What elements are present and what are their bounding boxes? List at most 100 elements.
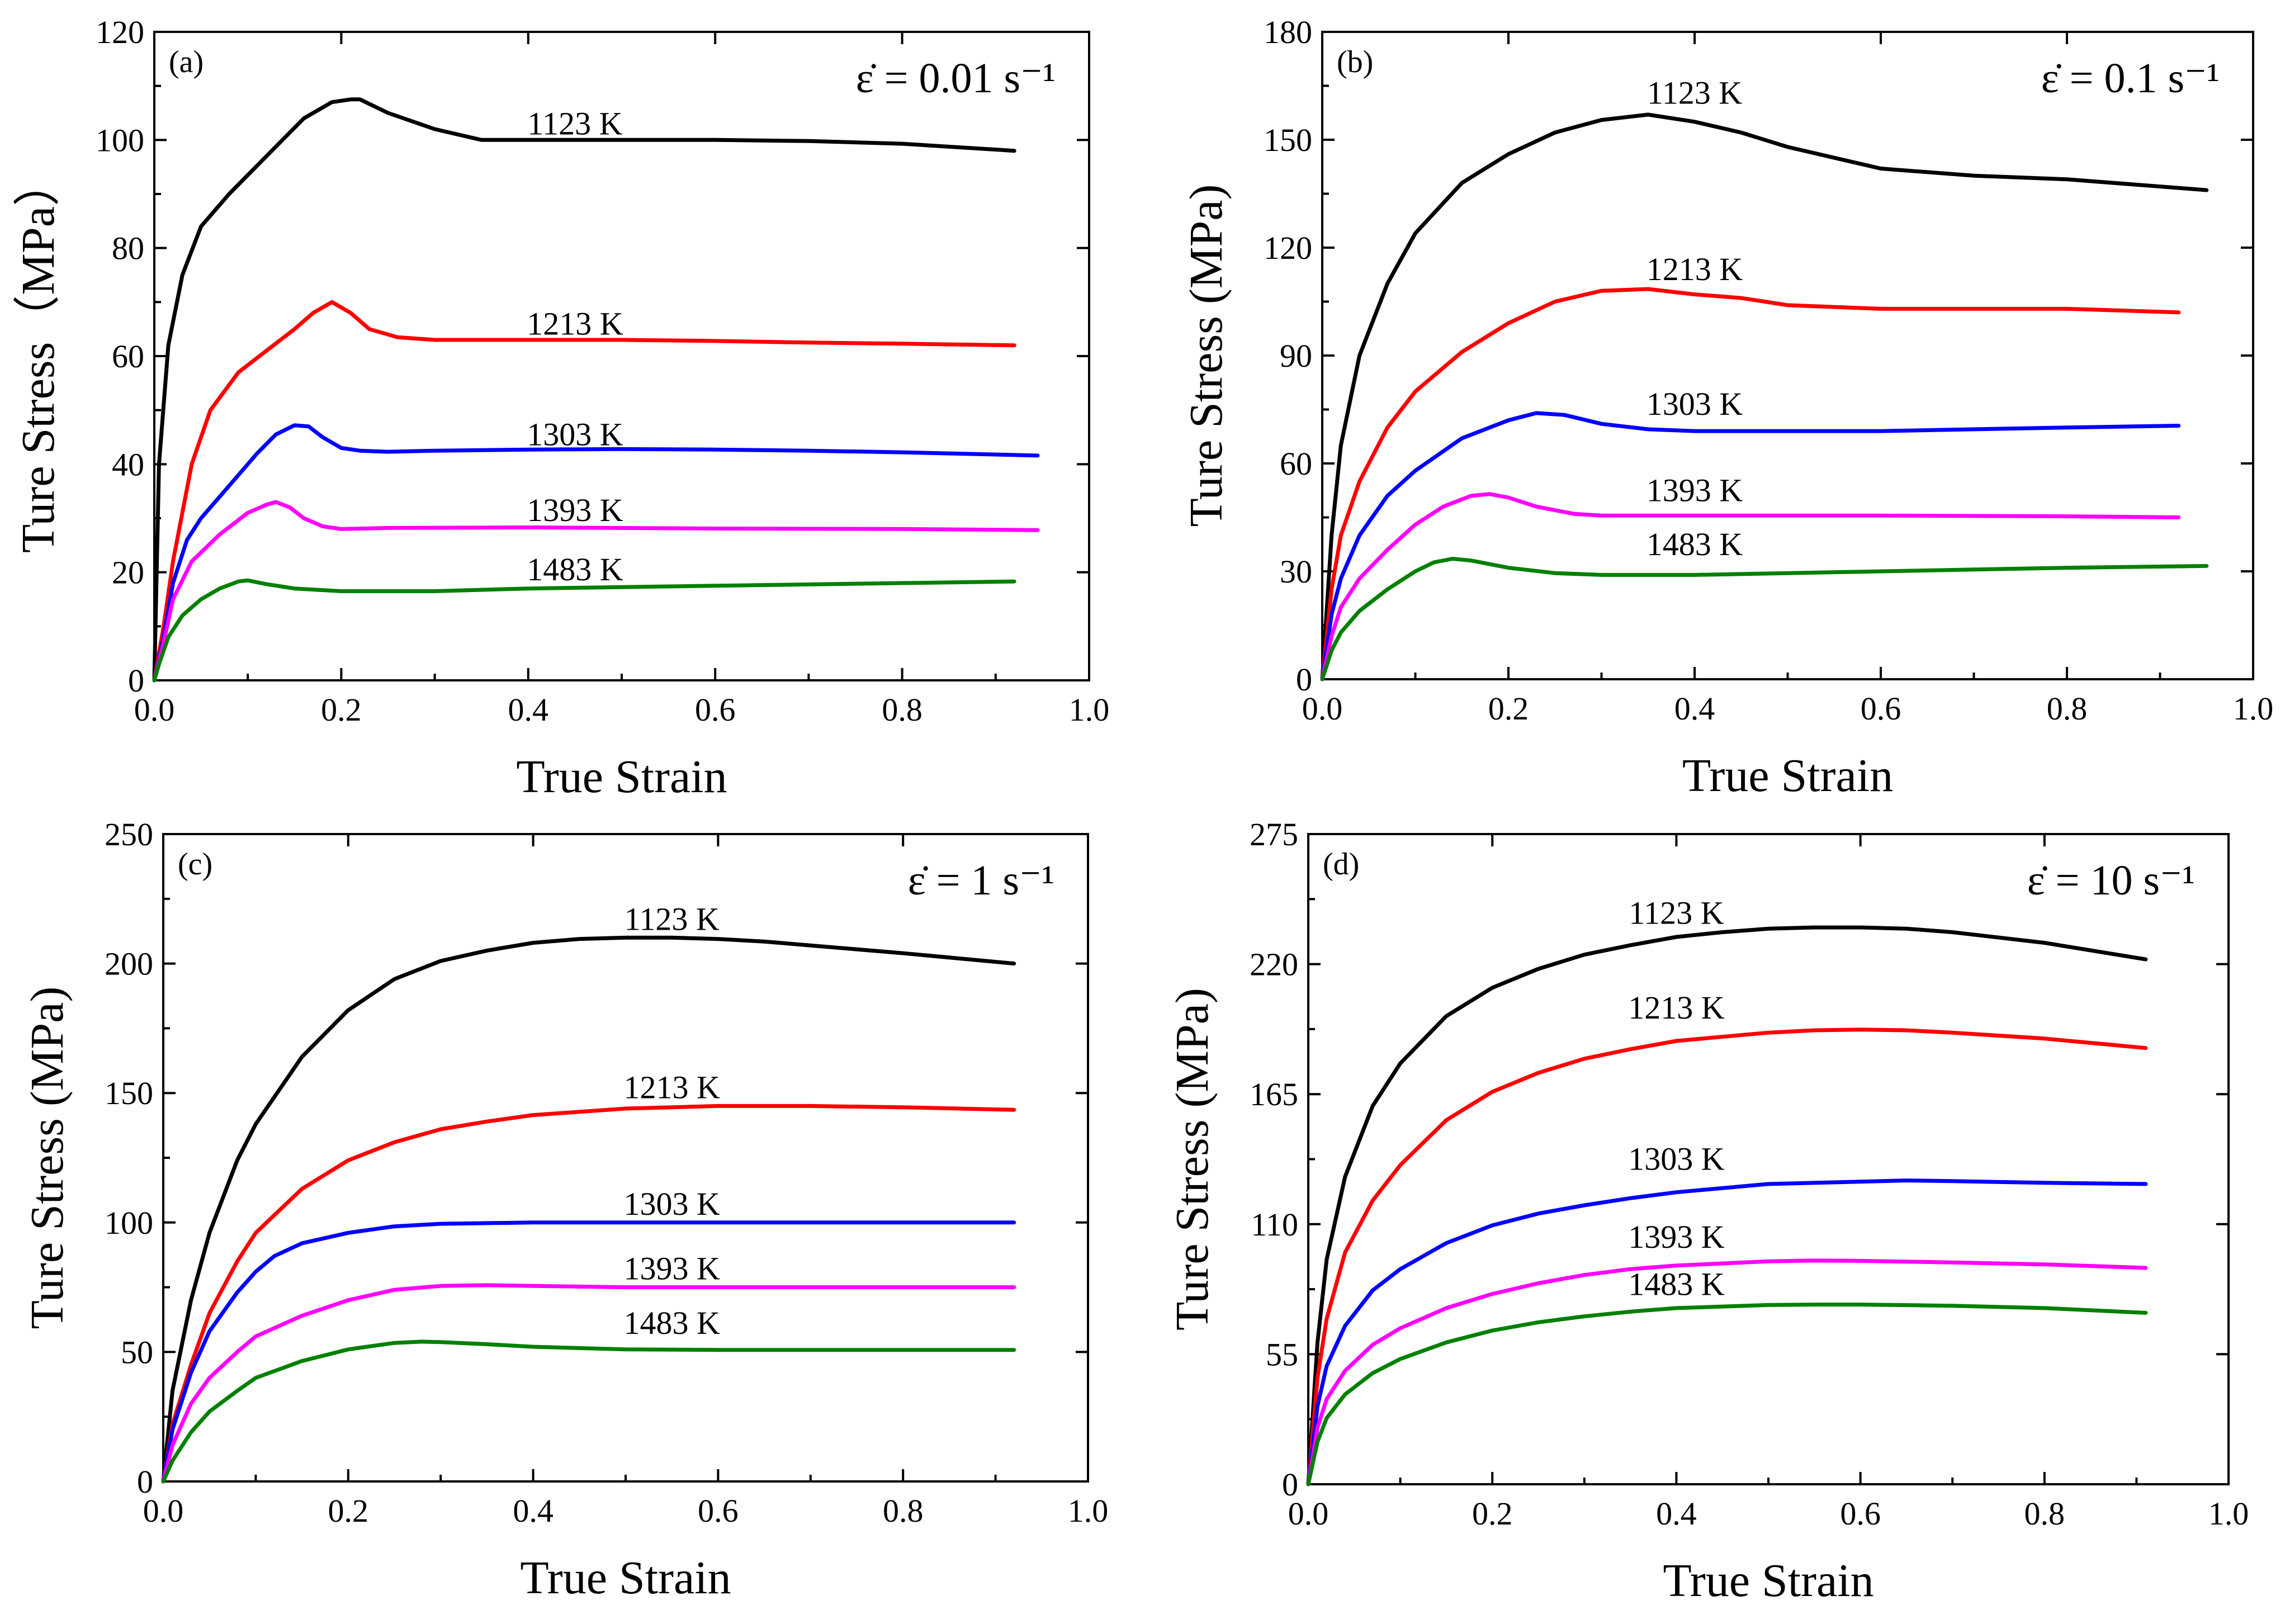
x-tick-label: 0.6 — [1861, 690, 1901, 727]
y-tick-label: 0 — [128, 662, 144, 699]
panel-label: (a) — [169, 45, 204, 79]
y-tick-label: 165 — [1250, 1076, 1298, 1112]
chart-panel-4: 0.0 0.2 0.4 0.6 0.8 1.0 0 55 110 165 220 275 True St… — [1166, 816, 2249, 1607]
series-line-1303-k — [1320, 411, 2181, 681]
series-label: 1483 K — [527, 551, 623, 588]
y-tick-label: 150 — [105, 1075, 153, 1111]
series-label: 1123 K — [625, 901, 720, 937]
y-tick-label: 60 — [112, 338, 144, 375]
y-tick-label: 100 — [105, 1205, 153, 1241]
series-label: 1483 K — [1628, 1266, 1725, 1303]
y-axis-title: Ture Stress (MPa) — [1180, 184, 1232, 527]
x-tick-label: 0.6 — [1840, 1495, 1881, 1532]
series-label: 1483 K — [1647, 526, 1743, 562]
y-tick-label: 60 — [1280, 446, 1312, 482]
y-tick-label: 30 — [1280, 553, 1312, 590]
series-line-1303-k — [161, 1220, 1016, 1484]
y-axis-title: Ture Stress (MPa) — [21, 987, 73, 1329]
series-line-1213-k — [152, 300, 1016, 683]
series-label: 1393 K — [1628, 1219, 1725, 1255]
strain-rate-label: ε̇ = 0.1 s⁻¹ — [2041, 55, 2220, 102]
plot-frame — [1321, 31, 2254, 680]
x-tick-label: 1.0 — [1068, 1493, 1109, 1529]
y-tick-label: 180 — [1264, 14, 1312, 50]
x-axis-title: True Strain — [520, 1552, 731, 1604]
series-line-1123-k — [152, 97, 1016, 683]
series-line-1303-k — [1306, 1178, 2148, 1486]
series-label: 1303 K — [1647, 386, 1743, 422]
x-axis-title: True Strain — [1682, 750, 1893, 802]
x-tick-label: 0.8 — [882, 692, 922, 728]
y-tick-label: 55 — [1266, 1336, 1298, 1372]
x-tick-label: 1.0 — [1069, 692, 1110, 728]
x-tick-label: 0.0 — [1302, 690, 1343, 727]
y-axis-title: Ture Stress (MPa) — [1166, 988, 1218, 1331]
series-label: 1123 K — [1647, 75, 1742, 111]
x-tick-label: 0.6 — [698, 1493, 739, 1529]
series-line-1213-k — [1320, 287, 2181, 681]
series-line-1483-k — [1320, 557, 2209, 681]
series-line-1483-k — [152, 578, 1016, 683]
y-tick-label: 150 — [1264, 122, 1312, 158]
y-tick-label: 200 — [105, 946, 153, 982]
y-tick-label: 80 — [112, 230, 144, 267]
chart-panel-3: 0.0 0.2 0.4 0.6 0.8 1.0 0 50 100 150 200 250 True St… — [21, 816, 1108, 1604]
series-line-1393-k — [152, 500, 1040, 683]
series-label: 1213 K — [624, 1069, 721, 1105]
x-tick-label: 0.0 — [134, 692, 175, 728]
series-line-1393-k — [161, 1283, 1016, 1484]
y-tick-label: 100 — [96, 122, 144, 158]
panel-label: (c) — [178, 847, 212, 882]
series-label: 1213 K — [527, 305, 623, 342]
panel-label: (d) — [1323, 847, 1359, 882]
panel-label: (b) — [1337, 45, 1373, 79]
x-tick-label: 0.4 — [1656, 1495, 1697, 1532]
strain-rate-label: ε̇ = 1 s⁻¹ — [908, 857, 1054, 904]
x-tick-label: 0.8 — [2047, 690, 2088, 727]
x-tick-label: 0.4 — [1674, 690, 1715, 727]
series-label: 1123 K — [1629, 895, 1724, 931]
y-tick-label: 250 — [105, 816, 153, 853]
x-tick-label: 0.2 — [1488, 690, 1529, 727]
series-label: 1123 K — [527, 106, 622, 142]
y-tick-label: 110 — [1251, 1206, 1298, 1243]
series-label: 1213 K — [1647, 251, 1743, 287]
series-label: 1213 K — [1628, 989, 1725, 1026]
y-tick-label: 40 — [112, 446, 144, 482]
y-tick-label: 120 — [96, 14, 144, 50]
strain-rate-label: ε̇ = 10 s⁻¹ — [2027, 857, 2195, 904]
y-tick-label: 0 — [1282, 1466, 1298, 1503]
series-label: 1303 K — [527, 416, 623, 453]
x-tick-label: 0.4 — [508, 692, 549, 728]
series-label: 1483 K — [624, 1305, 721, 1341]
series-line-1213-k — [161, 1104, 1016, 1484]
series-line-1213-k — [1306, 1028, 2148, 1486]
x-tick-label: 0.2 — [328, 1493, 369, 1529]
chart-panel-2: 0.0 0.2 0.4 0.6 0.8 1.0 0 30 60 90 120 150 180 True S… — [1180, 14, 2273, 802]
strain-rate-label: ε̇ = 0.01 s⁻¹ — [856, 55, 1056, 102]
series-line-1123-k — [1320, 112, 2209, 681]
series-line-1303-k — [152, 423, 1040, 683]
y-tick-label: 50 — [121, 1334, 153, 1370]
series-line-1483-k — [161, 1339, 1016, 1484]
x-axis-title: True Strain — [1663, 1555, 1874, 1607]
plot-frame — [1307, 833, 2230, 1485]
y-tick-label: 120 — [1264, 230, 1312, 266]
y-tick-label: 0 — [137, 1464, 153, 1500]
x-tick-label: 0.2 — [321, 692, 362, 728]
y-tick-label: 220 — [1250, 946, 1298, 983]
y-tick-label: 275 — [1250, 816, 1298, 853]
chart-panel-1: 0.0 0.2 0.4 0.6 0.8 1.0 0 20 40 60 80 100 120 True St… — [12, 14, 1109, 803]
x-tick-label: 1.0 — [2208, 1495, 2249, 1532]
series-line-1483-k — [1306, 1303, 2148, 1486]
series-label: 1303 K — [624, 1186, 721, 1222]
series-line-1393-k — [1320, 492, 2181, 681]
series-label: 1303 K — [1628, 1141, 1725, 1177]
x-tick-label: 0.8 — [2024, 1495, 2065, 1532]
series-label: 1393 K — [624, 1251, 721, 1287]
x-tick-label: 0.4 — [513, 1493, 553, 1529]
series-line-1123-k — [161, 935, 1016, 1484]
y-tick-label: 0 — [1296, 661, 1312, 698]
x-tick-label: 0.2 — [1472, 1495, 1513, 1532]
